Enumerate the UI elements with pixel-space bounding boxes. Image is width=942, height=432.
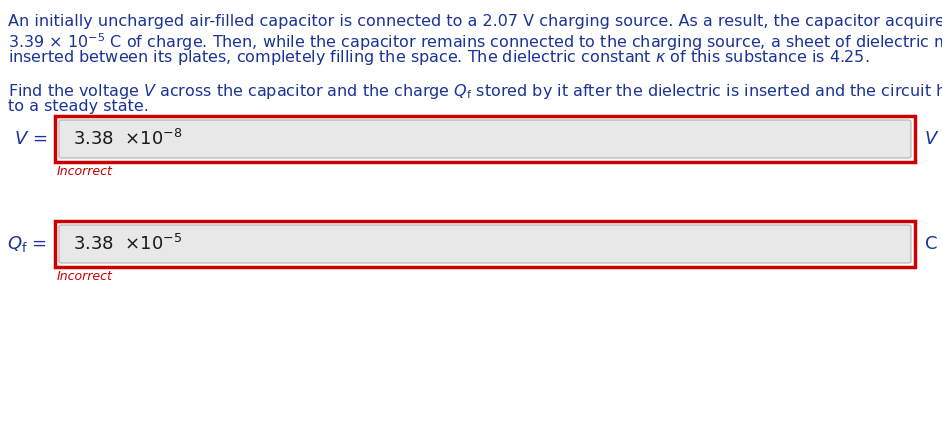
Text: inserted between its plates, completely filling the space. The dielectric consta: inserted between its plates, completely … (8, 48, 869, 67)
FancyBboxPatch shape (55, 221, 915, 267)
Text: $\mathit{V}$ =: $\mathit{V}$ = (14, 130, 47, 148)
Text: An initially uncharged air-filled capacitor is connected to a 2.07 V charging so: An initially uncharged air-filled capaci… (8, 14, 942, 29)
Text: to a steady state.: to a steady state. (8, 99, 149, 114)
FancyBboxPatch shape (55, 116, 915, 162)
Text: V: V (925, 130, 937, 148)
Text: C: C (925, 235, 937, 253)
Text: 3.39 $\times$ 10$^{-5}$ C of charge. Then, while the capacitor remains connected: 3.39 $\times$ 10$^{-5}$ C of charge. The… (8, 31, 942, 53)
Text: Incorrect: Incorrect (57, 165, 113, 178)
Text: 3.38  $\times$10$^{-5}$: 3.38 $\times$10$^{-5}$ (73, 234, 182, 254)
Text: $\mathit{Q}_\mathrm{f}$ =: $\mathit{Q}_\mathrm{f}$ = (7, 234, 47, 254)
FancyBboxPatch shape (59, 120, 911, 158)
FancyBboxPatch shape (59, 225, 911, 263)
Text: Incorrect: Incorrect (57, 270, 113, 283)
Text: 3.38  $\times$10$^{-8}$: 3.38 $\times$10$^{-8}$ (73, 129, 183, 149)
Text: Find the voltage $\mathit{V}$ across the capacitor and the charge $\mathit{Q}_\m: Find the voltage $\mathit{V}$ across the… (8, 82, 942, 101)
